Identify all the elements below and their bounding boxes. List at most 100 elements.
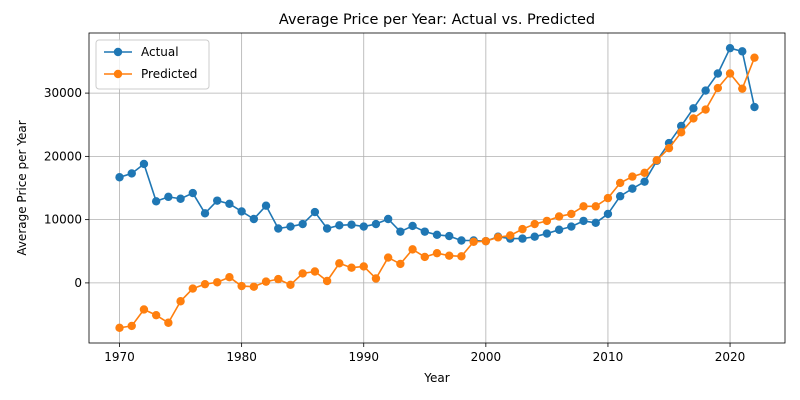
data-point-actual	[335, 221, 344, 230]
chart-title: Average Price per Year: Actual vs. Predi…	[279, 12, 595, 28]
x-tick-label: 1970	[104, 350, 135, 364]
data-point-predicted	[677, 128, 686, 137]
data-point-predicted	[359, 262, 368, 271]
series-group	[115, 43, 759, 333]
data-point-predicted	[445, 251, 454, 260]
data-point-actual	[738, 47, 747, 56]
data-point-predicted	[640, 168, 649, 178]
series-predicted	[115, 53, 759, 333]
data-point-predicted	[689, 114, 698, 123]
data-point-actual	[188, 188, 197, 198]
data-point-actual	[310, 207, 320, 217]
data-point-predicted	[115, 323, 124, 333]
legend-marker-actual	[113, 47, 123, 57]
data-point-actual	[249, 214, 259, 224]
data-point-actual	[628, 184, 637, 193]
data-point-actual	[322, 224, 332, 233]
data-point-actual	[408, 221, 417, 231]
data-point-predicted	[298, 269, 307, 278]
data-point-predicted	[713, 83, 723, 93]
data-point-actual	[713, 69, 723, 78]
legend-label-predicted: Predicted	[141, 67, 197, 81]
x-tick-label: 2000	[471, 350, 502, 364]
data-point-actual	[530, 232, 539, 241]
data-point-predicted	[664, 143, 674, 153]
data-point-actual	[603, 209, 613, 219]
data-point-actual	[725, 43, 735, 53]
data-point-predicted	[738, 84, 747, 93]
data-point-actual	[432, 230, 442, 240]
y-tick-label: 10000	[44, 213, 82, 227]
data-point-predicted	[579, 202, 588, 211]
x-tick-label: 1990	[348, 350, 379, 364]
y-tick-label: 30000	[44, 86, 82, 100]
data-point-actual	[445, 231, 454, 241]
data-point-predicted	[506, 231, 515, 240]
data-point-predicted	[701, 105, 710, 114]
x-tick-label: 1980	[226, 350, 257, 364]
data-point-predicted	[518, 224, 527, 234]
data-point-predicted	[554, 212, 564, 221]
data-point-actual	[347, 220, 356, 229]
data-point-predicted	[274, 274, 283, 284]
data-point-predicted	[628, 172, 637, 181]
data-point-predicted	[652, 155, 661, 165]
data-point-actual	[689, 104, 698, 113]
data-point-actual	[567, 222, 576, 231]
data-point-predicted	[151, 310, 161, 320]
data-point-actual	[298, 219, 307, 229]
data-point-predicted	[603, 193, 613, 203]
legend-label-actual: Actual	[141, 45, 179, 59]
data-point-actual	[518, 234, 527, 243]
data-point-actual	[677, 121, 686, 131]
series-line-actual	[119, 47, 756, 242]
data-point-predicted	[335, 259, 344, 268]
data-point-actual	[164, 192, 173, 202]
data-point-predicted	[225, 273, 234, 282]
legend-entry-actual: Actual	[104, 45, 179, 59]
data-point-actual	[542, 229, 552, 238]
data-point-predicted	[493, 233, 503, 242]
data-point-predicted	[176, 297, 185, 306]
data-point-predicted	[286, 280, 295, 289]
data-point-actual	[615, 192, 625, 201]
data-point-predicted	[310, 267, 320, 276]
x-tick-label: 2010	[593, 350, 624, 364]
y-tick-label: 20000	[44, 149, 82, 163]
data-point-predicted	[542, 216, 552, 226]
data-point-actual	[115, 173, 124, 182]
plot-area-frame	[88, 32, 786, 344]
data-point-actual	[554, 225, 564, 234]
data-point-predicted	[188, 284, 197, 293]
data-point-actual	[176, 194, 185, 203]
data-point-actual	[200, 209, 210, 218]
data-point-actual	[750, 102, 759, 112]
axis-ticks: 1970 1980 1990 2000 2010 2020 0 10000 20000 30000	[44, 86, 746, 364]
data-point-predicted	[371, 274, 381, 283]
data-point-actual	[420, 227, 429, 236]
series-actual	[115, 43, 759, 246]
data-point-actual	[579, 216, 588, 226]
data-point-actual	[225, 199, 234, 209]
data-point-predicted	[396, 259, 405, 269]
data-point-predicted	[249, 282, 259, 291]
data-point-predicted	[530, 219, 539, 229]
data-point-predicted	[164, 318, 173, 327]
legend: Actual Predicted	[95, 39, 210, 90]
data-point-actual	[261, 201, 271, 210]
data-point-actual	[151, 197, 161, 206]
data-point-actual	[286, 222, 295, 231]
legend-entry-predicted: Predicted	[104, 67, 197, 81]
data-point-actual	[457, 236, 466, 245]
data-point-actual	[213, 196, 222, 205]
data-point-actual	[383, 214, 393, 224]
data-point-actual	[359, 222, 368, 231]
data-point-actual	[371, 219, 381, 229]
x-axis-label: Year	[423, 371, 449, 385]
legend-marker-predicted	[113, 69, 123, 79]
data-point-predicted	[591, 202, 600, 211]
data-point-predicted	[457, 252, 466, 261]
data-point-predicted	[213, 278, 222, 287]
